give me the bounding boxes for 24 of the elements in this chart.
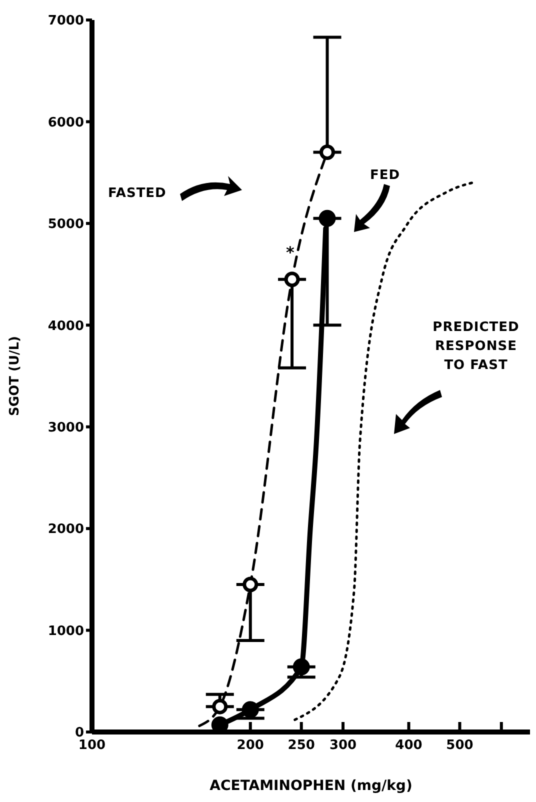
point	[212, 698, 228, 714]
point	[320, 144, 336, 160]
y-tick-label: 7000	[48, 14, 84, 29]
annotation: FED	[370, 168, 400, 183]
y-tick-label: 0	[74, 726, 84, 741]
x-tick-label: 500	[446, 738, 474, 754]
y-axis-title: SGOT (U/L)	[8, 336, 23, 416]
point	[318, 210, 336, 227]
x-tick-label: 400	[395, 738, 422, 754]
y-tick-label: 5000	[48, 217, 84, 232]
annotation: PREDICTED RESPONSE TO FAST	[432, 319, 520, 375]
point	[284, 272, 300, 288]
annotation: *	[286, 243, 295, 262]
x-tick-label: 300	[329, 738, 357, 754]
y-tick-label: 3000	[48, 420, 84, 436]
x-axis-title: ACETAMINOPHEN (mg/kg)	[210, 778, 412, 794]
y-tick-label: 1000	[48, 624, 84, 639]
annotation: FASTED	[108, 186, 166, 201]
x-tick-label: 200	[236, 738, 264, 754]
y-tick-label: 4000	[48, 318, 84, 334]
y-tick-label: 6000	[48, 115, 84, 130]
x-tick-label: 250	[288, 738, 315, 754]
y-tick-label: 2000	[48, 522, 84, 538]
x-tick-label: 100	[78, 738, 106, 754]
